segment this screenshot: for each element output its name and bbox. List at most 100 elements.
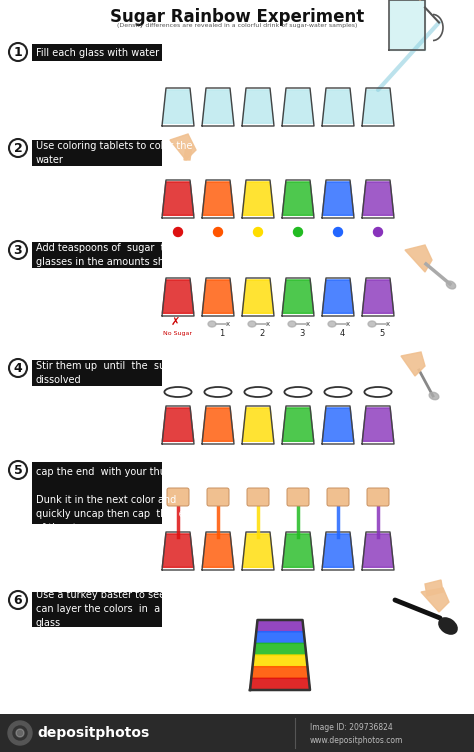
Circle shape bbox=[374, 228, 383, 236]
Polygon shape bbox=[362, 408, 394, 441]
FancyBboxPatch shape bbox=[367, 488, 389, 506]
Text: depositphotos: depositphotos bbox=[37, 726, 149, 740]
Polygon shape bbox=[202, 182, 234, 215]
Circle shape bbox=[13, 726, 27, 740]
FancyBboxPatch shape bbox=[327, 488, 349, 506]
Circle shape bbox=[173, 228, 182, 236]
Polygon shape bbox=[162, 182, 194, 215]
Ellipse shape bbox=[248, 321, 256, 327]
Text: No Sugar: No Sugar bbox=[164, 332, 192, 336]
Text: 5: 5 bbox=[379, 329, 384, 338]
Polygon shape bbox=[322, 280, 354, 314]
Polygon shape bbox=[283, 534, 314, 567]
Circle shape bbox=[16, 729, 24, 737]
Text: Stir them up  until  the  sugar  is
dissolved: Stir them up until the sugar is dissolve… bbox=[36, 361, 195, 385]
Polygon shape bbox=[170, 134, 196, 160]
FancyBboxPatch shape bbox=[32, 360, 162, 386]
Polygon shape bbox=[242, 534, 273, 567]
Ellipse shape bbox=[208, 321, 216, 327]
Polygon shape bbox=[202, 408, 234, 441]
Polygon shape bbox=[242, 90, 273, 123]
Polygon shape bbox=[401, 352, 425, 376]
Polygon shape bbox=[202, 280, 234, 314]
Text: Add teaspoons of  sugar  to  the
glasses in the amounts shown: Add teaspoons of sugar to the glasses in… bbox=[36, 243, 193, 267]
Polygon shape bbox=[283, 90, 314, 123]
FancyBboxPatch shape bbox=[0, 714, 474, 752]
Text: x: x bbox=[226, 321, 230, 327]
Polygon shape bbox=[253, 655, 308, 667]
Polygon shape bbox=[362, 280, 394, 314]
Ellipse shape bbox=[328, 321, 336, 327]
Polygon shape bbox=[255, 632, 305, 643]
Polygon shape bbox=[425, 580, 443, 596]
FancyBboxPatch shape bbox=[32, 242, 162, 268]
Ellipse shape bbox=[288, 321, 296, 327]
Polygon shape bbox=[242, 182, 273, 215]
Text: (Density differences are revealed in a colorful drink of sugar-water samples): (Density differences are revealed in a c… bbox=[117, 23, 357, 28]
Polygon shape bbox=[283, 408, 314, 441]
Text: 2: 2 bbox=[14, 141, 22, 154]
FancyBboxPatch shape bbox=[287, 488, 309, 506]
Text: x: x bbox=[266, 321, 270, 327]
Polygon shape bbox=[362, 90, 394, 123]
Text: Use a turkey baster to see if you
can layer the colors  in  a  larger
glass: Use a turkey baster to see if you can la… bbox=[36, 590, 195, 629]
Text: Image ID: 209736824: Image ID: 209736824 bbox=[310, 723, 393, 732]
Text: 4: 4 bbox=[14, 362, 22, 374]
Polygon shape bbox=[251, 667, 309, 678]
Text: www.depositphotos.com: www.depositphotos.com bbox=[310, 736, 403, 745]
Polygon shape bbox=[184, 146, 192, 160]
Polygon shape bbox=[362, 182, 394, 215]
Polygon shape bbox=[162, 534, 194, 567]
FancyBboxPatch shape bbox=[167, 488, 189, 506]
Text: x: x bbox=[306, 321, 310, 327]
FancyBboxPatch shape bbox=[32, 44, 162, 61]
Polygon shape bbox=[283, 182, 314, 215]
Circle shape bbox=[334, 228, 343, 236]
FancyBboxPatch shape bbox=[247, 488, 269, 506]
Polygon shape bbox=[256, 620, 304, 632]
Text: 1: 1 bbox=[14, 46, 22, 59]
Circle shape bbox=[8, 721, 32, 745]
Polygon shape bbox=[322, 534, 354, 567]
Ellipse shape bbox=[439, 618, 457, 634]
Polygon shape bbox=[202, 90, 234, 123]
FancyBboxPatch shape bbox=[207, 488, 229, 506]
Text: x: x bbox=[346, 321, 350, 327]
Polygon shape bbox=[389, 0, 425, 50]
Polygon shape bbox=[283, 280, 314, 314]
Polygon shape bbox=[242, 280, 273, 314]
Polygon shape bbox=[322, 408, 354, 441]
Polygon shape bbox=[322, 182, 354, 215]
Text: ✗: ✗ bbox=[170, 317, 180, 327]
Circle shape bbox=[213, 228, 222, 236]
Polygon shape bbox=[242, 408, 273, 441]
Polygon shape bbox=[405, 245, 432, 272]
Polygon shape bbox=[162, 408, 194, 441]
Polygon shape bbox=[250, 678, 310, 690]
Text: 6: 6 bbox=[14, 593, 22, 607]
Text: 3: 3 bbox=[14, 244, 22, 256]
Polygon shape bbox=[162, 280, 194, 314]
Polygon shape bbox=[162, 90, 194, 123]
Text: 1: 1 bbox=[219, 329, 225, 338]
Text: Sugar Rainbow Experiment: Sugar Rainbow Experiment bbox=[110, 8, 364, 26]
Text: 3: 3 bbox=[299, 329, 305, 338]
FancyBboxPatch shape bbox=[32, 462, 162, 524]
Ellipse shape bbox=[429, 393, 439, 400]
Text: 5: 5 bbox=[14, 463, 22, 477]
Polygon shape bbox=[421, 588, 449, 612]
Text: Dunk the straw in the water and
cap the end  with your thumb

Dunk it in the nex: Dunk the straw in the water and cap the … bbox=[36, 453, 197, 533]
Polygon shape bbox=[254, 643, 306, 655]
FancyBboxPatch shape bbox=[32, 592, 162, 627]
Polygon shape bbox=[362, 534, 394, 567]
Circle shape bbox=[254, 228, 263, 236]
FancyBboxPatch shape bbox=[32, 140, 162, 166]
Text: Use coloring tablets to color the
water: Use coloring tablets to color the water bbox=[36, 141, 192, 165]
Ellipse shape bbox=[447, 281, 456, 289]
Text: x: x bbox=[386, 321, 390, 327]
Polygon shape bbox=[202, 534, 234, 567]
Circle shape bbox=[293, 228, 302, 236]
Text: 2: 2 bbox=[259, 329, 264, 338]
Polygon shape bbox=[322, 90, 354, 123]
Ellipse shape bbox=[368, 321, 376, 327]
